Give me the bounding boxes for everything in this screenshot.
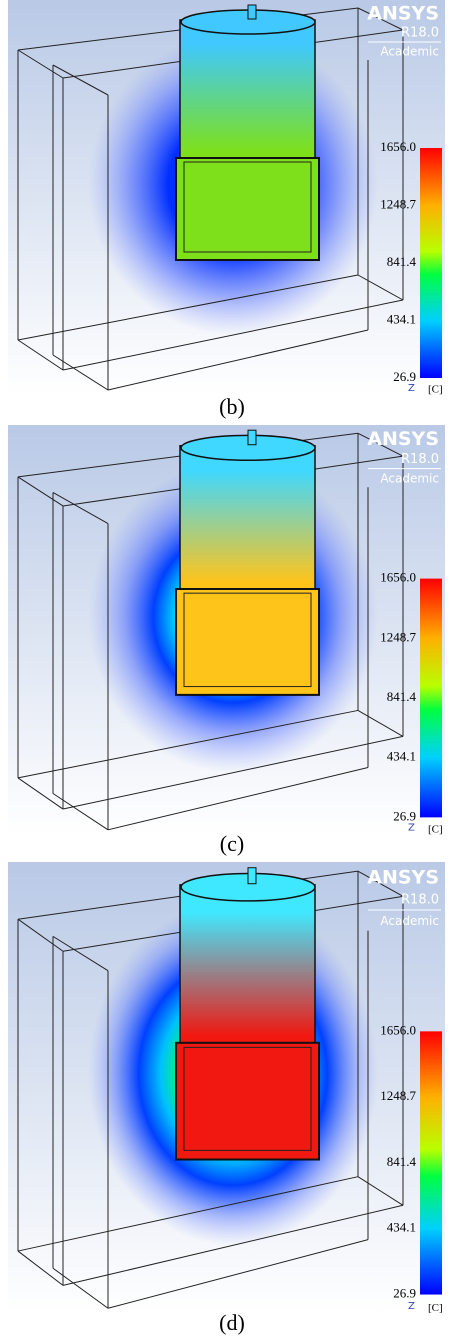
colorbar-tick-label: 434.1 [387,1220,416,1235]
colorbar-tick-label: 1656.0 [380,1022,416,1037]
colorbar-tick-label: 841.4 [387,1154,417,1169]
unit: [C] [428,1302,443,1314]
edition: Academic [380,914,439,928]
colorbar-tick-label: 26.9 [393,808,416,823]
version: R18.0 [401,892,439,907]
colorbar-tick-label: 1248.7 [380,629,416,644]
crucible-pot [176,589,319,695]
colorbar-tick-label: 1656.0 [380,570,416,585]
unit: [C] [428,384,443,396]
brand: ANSYS [367,3,439,25]
axis-label: Z [408,823,415,834]
edition: Academic [380,471,439,485]
crucible-pot [176,1043,319,1160]
caption: (d) [219,1310,245,1335]
colorbar-tick-label: 26.9 [393,1286,416,1301]
panel: ANSYS R18.0 Academic 1656.0 1248.7 841.4 434.1… [8,862,445,1314]
colorbar-tick-label: 434.1 [387,311,416,326]
caption: (b) [219,394,245,419]
unit: [C] [428,823,443,835]
colorbar-tick-label: 841.4 [387,254,417,269]
figure: ANSYSR18.0Academic1656.01248.7841.4434.1… [0,0,465,1336]
colorbar-tick-label: 1248.7 [380,196,416,211]
colorbar [420,148,442,378]
colorbar [420,1031,442,1294]
colorbar [420,579,442,818]
brand: ANSYS [367,867,439,889]
colorbar-tick-label: 26.9 [393,369,416,384]
edition: Academic [380,45,439,59]
caption: (c) [220,831,244,856]
crucible-pot [176,158,319,260]
axis-label: Z [408,383,415,394]
panel: ANSYS R18.0 Academic 1656.0 1248.7 841.4 434.1… [8,425,445,835]
brand: ANSYS [367,428,439,450]
version: R18.0 [401,452,439,467]
crucible-pin [248,868,256,884]
version: R18.0 [401,26,439,41]
colorbar-tick-label: 841.4 [387,689,417,704]
colorbar-tick-label: 1248.7 [380,1088,416,1103]
axis-label: Z [408,1301,415,1312]
crucible-pin [248,5,256,19]
colorbar-tick-label: 434.1 [387,749,416,764]
crucible-pin [248,430,256,445]
colorbar-tick-label: 1656.0 [380,139,416,154]
